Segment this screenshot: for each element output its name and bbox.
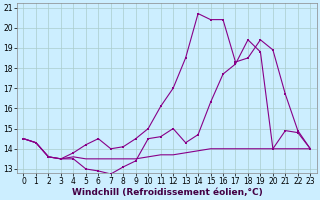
X-axis label: Windchill (Refroidissement éolien,°C): Windchill (Refroidissement éolien,°C) — [72, 188, 262, 197]
